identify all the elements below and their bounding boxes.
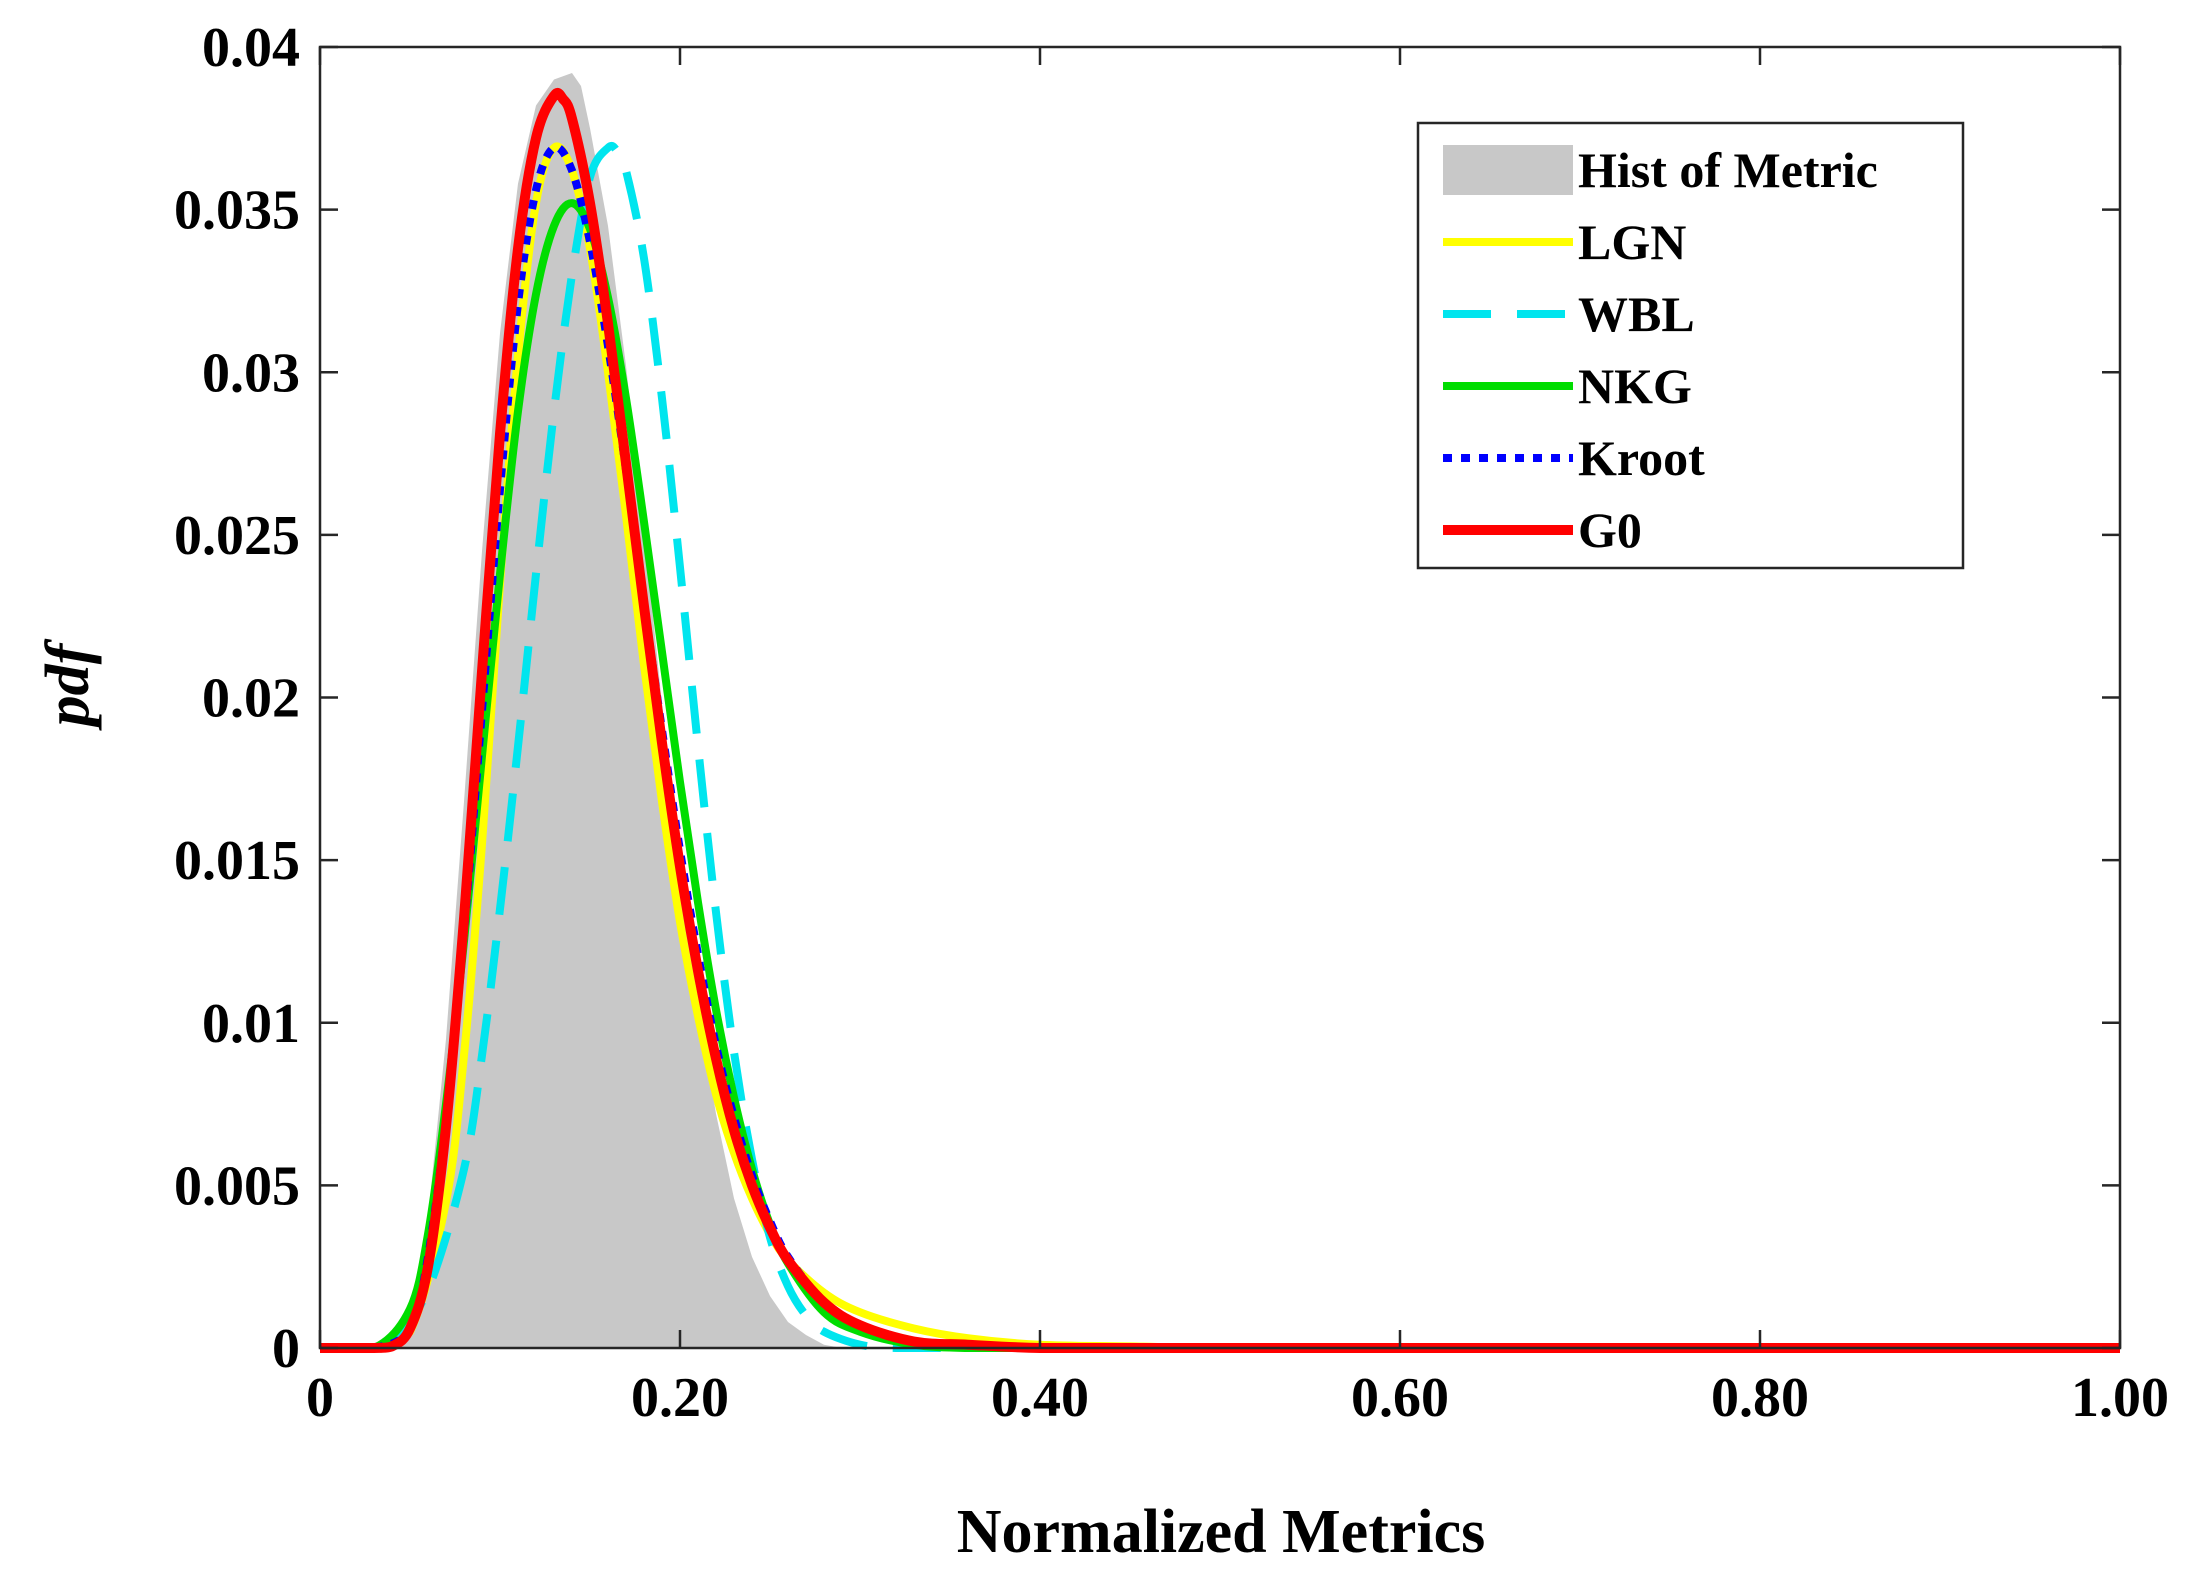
legend-label: Hist of Metric [1578,142,1878,198]
y-tick-label: 0.02 [202,668,300,730]
y-tick-label: 0.015 [174,830,300,892]
legend-label: G0 [1578,502,1642,558]
axes: 0 0.20 0.40 0.60 0.80 1.00 0 0.005 0.01 0.015 0.02… [174,17,2169,1429]
y-tick-label: 0 [272,1318,300,1380]
legend-label: NKG [1578,358,1692,414]
x-axis-title: Normalized Metrics [957,1498,1485,1566]
y-tick-label: 0.04 [202,17,300,79]
histogram-area [356,73,842,1348]
x-tick-label: 0.20 [631,1367,729,1429]
x-tick-label: 0.80 [1711,1367,1809,1429]
y-tick-label: 0.035 [174,180,300,242]
y-tick-label: 0.025 [174,505,300,567]
legend: Hist of Metric LGN WBL NKG Kroot G0 [1416,121,1965,570]
legend-label: Kroot [1578,430,1705,486]
legend-box [1416,121,1965,570]
y-tick-label: 0.01 [202,993,300,1055]
x-tick-label: 1.00 [2071,1367,2169,1429]
legend-label: LGN [1578,214,1686,270]
x-tick-label: 0 [306,1367,334,1429]
y-tick-label: 0.03 [202,342,300,404]
legend-swatch-histogram [1443,145,1573,195]
y-axis-title: pdf [34,638,102,731]
x-tick-label: 0.40 [991,1367,1089,1429]
y-tick-label: 0.005 [174,1155,300,1217]
legend-label: WBL [1578,286,1695,342]
x-tick-label: 0.60 [1351,1367,1449,1429]
